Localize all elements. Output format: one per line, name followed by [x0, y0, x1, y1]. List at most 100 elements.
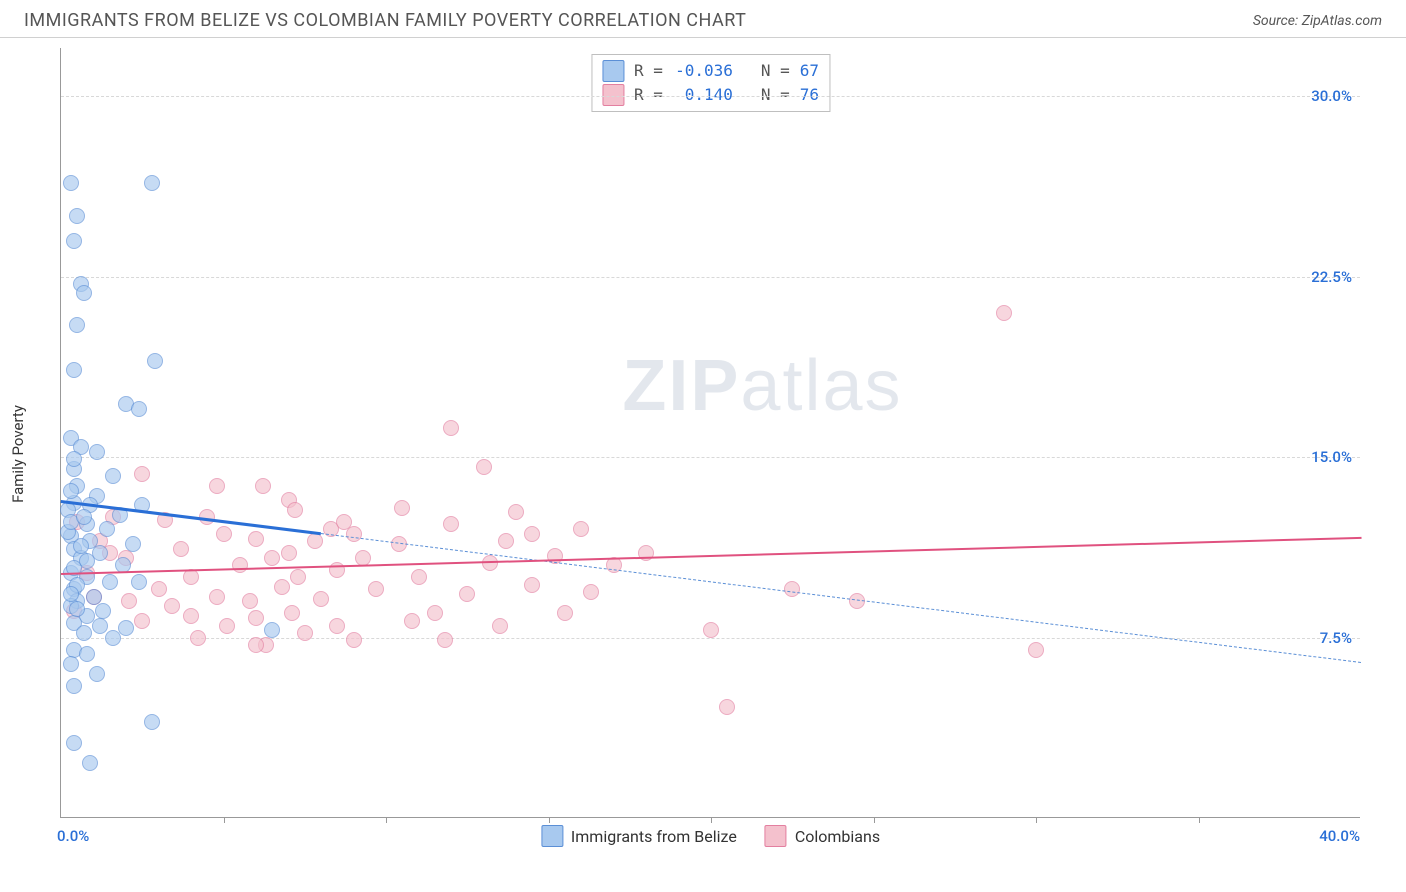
- chart-area: Family Poverty ZIPatlas R = -0.036 N = 6…: [48, 48, 1386, 860]
- scatter-point-series1: [69, 208, 85, 224]
- scatter-point-series2: [264, 550, 280, 566]
- scatter-point-series2: [524, 577, 540, 593]
- scatter-point-series1: [125, 536, 141, 552]
- scatter-point-series2: [437, 632, 453, 648]
- scatter-point-series1: [69, 317, 85, 333]
- scatter-point-series2: [508, 504, 524, 520]
- scatter-point-series2: [1028, 642, 1044, 658]
- scatter-point-series2: [346, 632, 362, 648]
- scatter-point-series2: [557, 605, 573, 621]
- scatter-point-series2: [209, 478, 225, 494]
- scatter-point-series2: [255, 478, 271, 494]
- x-tick-mark: [386, 817, 387, 823]
- scatter-point-series1: [86, 589, 102, 605]
- scatter-point-series2: [394, 500, 410, 516]
- x-tick-mark: [1036, 817, 1037, 823]
- scatter-point-series2: [368, 581, 384, 597]
- scatter-point-series2: [443, 516, 459, 532]
- y-tick-label: 15.0%: [1311, 448, 1352, 466]
- scatter-point-series2: [476, 459, 492, 475]
- scatter-point-series1: [66, 735, 82, 751]
- scatter-point-series2: [274, 579, 290, 595]
- scatter-point-series2: [784, 581, 800, 597]
- scatter-point-series2: [573, 521, 589, 537]
- scatter-point-series2: [524, 526, 540, 542]
- scatter-point-series2: [216, 526, 232, 542]
- scatter-point-series1: [76, 285, 92, 301]
- y-axis-label: Family Poverty: [9, 405, 27, 503]
- scatter-point-series2: [209, 589, 225, 605]
- scatter-point-series2: [703, 622, 719, 638]
- scatter-point-series2: [443, 420, 459, 436]
- scatter-point-series2: [498, 533, 514, 549]
- scatter-point-series2: [313, 591, 329, 607]
- swatch-series2: [602, 84, 624, 106]
- scatter-point-series1: [105, 630, 121, 646]
- swatch-series1: [602, 60, 624, 82]
- scatter-point-series2: [219, 618, 235, 634]
- scatter-point-series2: [583, 584, 599, 600]
- n-value-series2: 76: [800, 83, 819, 107]
- scatter-point-series2: [248, 637, 264, 653]
- legend-item-series1: Immigrants from Belize: [541, 825, 737, 847]
- scatter-point-series2: [183, 569, 199, 585]
- scatter-point-series2: [284, 605, 300, 621]
- y-tick-label: 7.5%: [1320, 629, 1352, 647]
- scatter-point-series2: [281, 545, 297, 561]
- scatter-point-series1: [144, 714, 160, 730]
- scatter-point-series2: [411, 569, 427, 585]
- scatter-point-series1: [89, 666, 105, 682]
- scatter-point-series2: [346, 526, 362, 542]
- stats-row-series1: R = -0.036 N = 67: [602, 59, 819, 83]
- scatter-point-series1: [105, 468, 121, 484]
- gridline-h: [61, 277, 1360, 278]
- stats-row-series2: R = 0.140 N = 76: [602, 83, 819, 107]
- scatter-point-series1: [63, 175, 79, 191]
- scatter-point-series2: [329, 618, 345, 634]
- scatter-point-series2: [134, 613, 150, 629]
- gridline-h: [61, 96, 1360, 97]
- legend-item-series2: Colombians: [765, 825, 880, 847]
- scatter-point-series1: [66, 233, 82, 249]
- gridline-h: [61, 457, 1360, 458]
- scatter-point-series1: [63, 483, 79, 499]
- scatter-point-series1: [92, 618, 108, 634]
- legend-label-series2: Colombians: [795, 827, 880, 846]
- y-tick-label: 30.0%: [1311, 87, 1352, 105]
- scatter-point-series2: [248, 610, 264, 626]
- scatter-point-series1: [76, 509, 92, 525]
- scatter-point-series1: [99, 521, 115, 537]
- chart-title: IMMIGRANTS FROM BELIZE VS COLOMBIAN FAMI…: [24, 10, 746, 31]
- legend-bottom: Immigrants from Belize Colombians: [541, 825, 880, 847]
- x-axis-min-label: 0.0%: [57, 827, 89, 845]
- scatter-point-series2: [232, 557, 248, 573]
- scatter-point-series1: [131, 574, 147, 590]
- plot-area: ZIPatlas R = -0.036 N = 67 R = 0.140 N =…: [60, 48, 1360, 818]
- scatter-point-series2: [190, 630, 206, 646]
- legend-swatch-series2: [765, 825, 787, 847]
- y-tick-label: 22.5%: [1311, 268, 1352, 286]
- chart-header: IMMIGRANTS FROM BELIZE VS COLOMBIAN FAMI…: [0, 0, 1406, 38]
- scatter-point-series2: [492, 618, 508, 634]
- x-tick-mark: [224, 817, 225, 823]
- x-tick-mark: [549, 817, 550, 823]
- scatter-point-series2: [183, 608, 199, 624]
- scatter-point-series1: [76, 625, 92, 641]
- r-value-series1: -0.036: [673, 59, 733, 83]
- watermark: ZIPatlas: [622, 345, 902, 427]
- scatter-point-series1: [79, 646, 95, 662]
- scatter-point-series1: [264, 622, 280, 638]
- scatter-point-series2: [719, 699, 735, 715]
- scatter-point-series1: [66, 678, 82, 694]
- scatter-point-series1: [89, 444, 105, 460]
- scatter-point-series1: [102, 574, 118, 590]
- scatter-point-series2: [242, 593, 258, 609]
- scatter-point-series1: [131, 401, 147, 417]
- scatter-point-series1: [82, 755, 98, 771]
- scatter-point-series2: [297, 625, 313, 641]
- scatter-point-series2: [996, 305, 1012, 321]
- n-value-series1: 67: [800, 59, 819, 83]
- r-value-series2: 0.140: [673, 83, 733, 107]
- x-axis-max-label: 40.0%: [1319, 827, 1360, 845]
- scatter-point-series1: [63, 656, 79, 672]
